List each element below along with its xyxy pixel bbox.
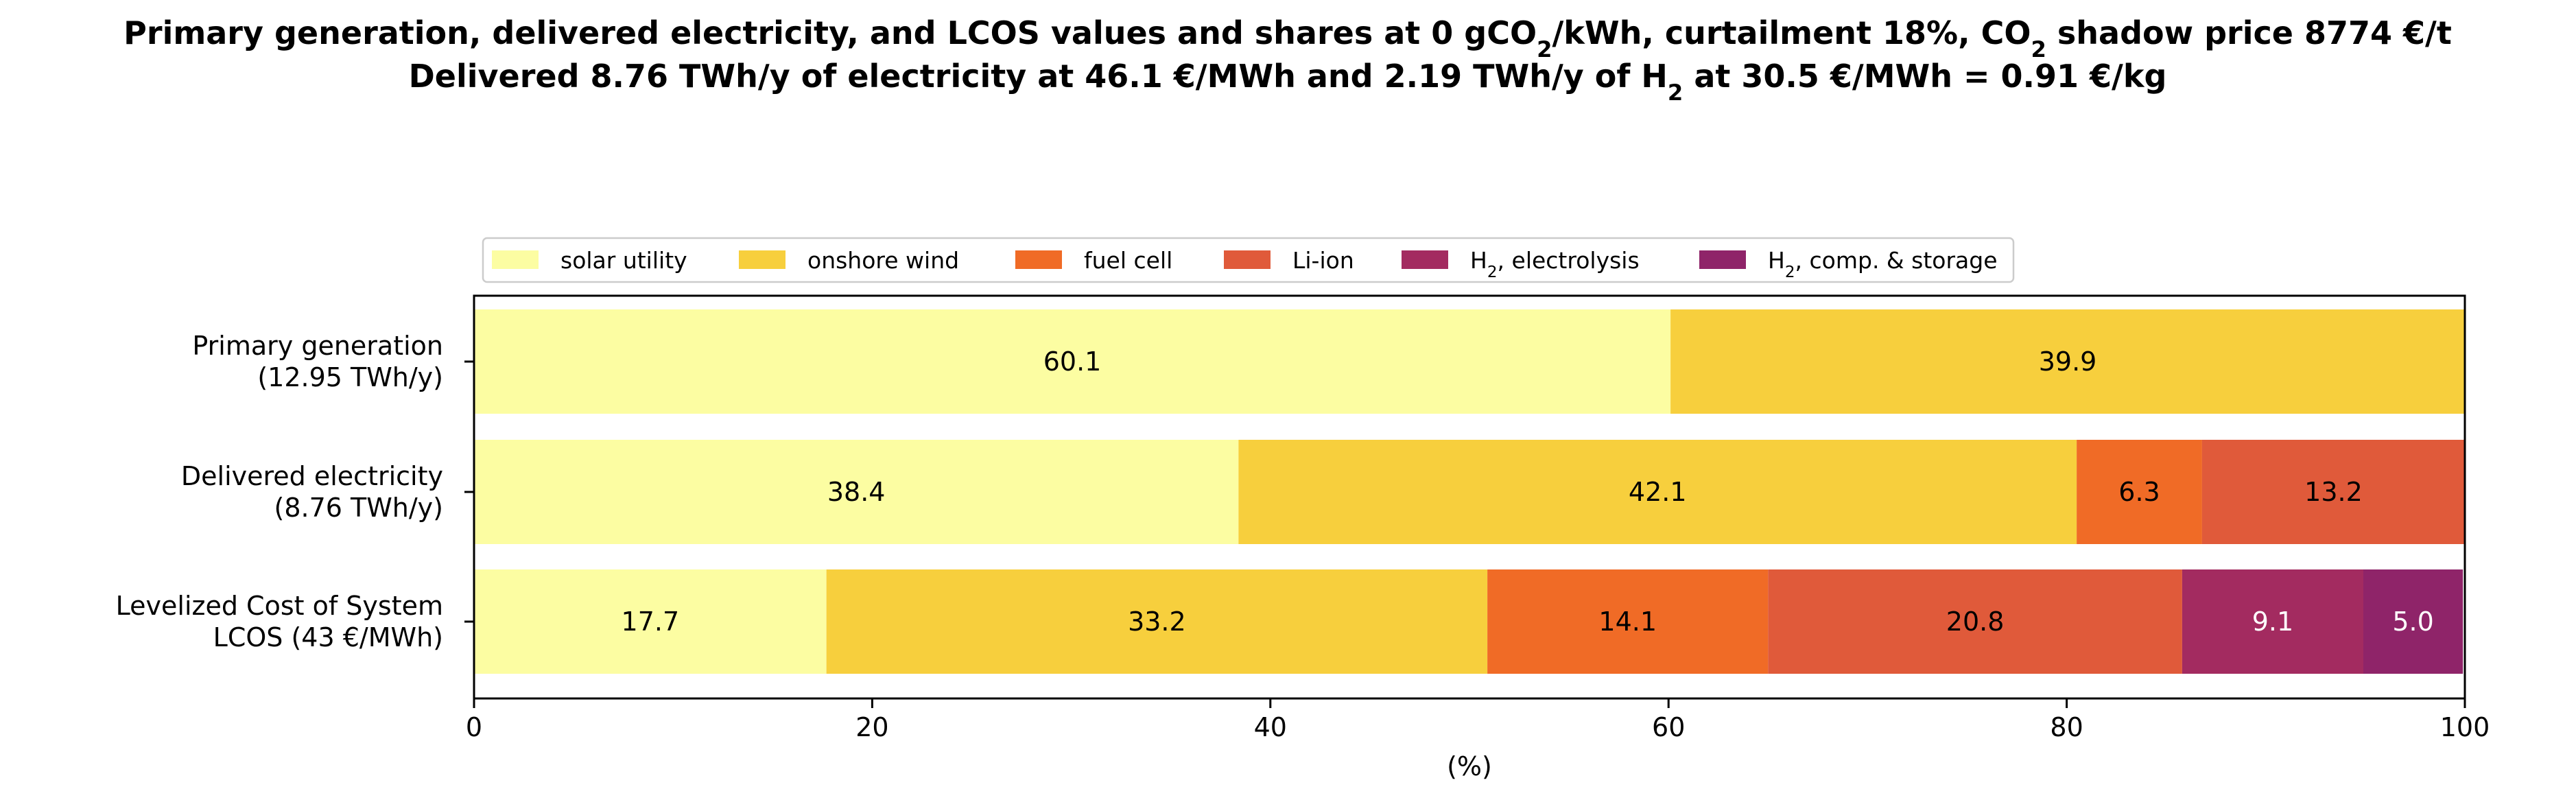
legend-label-part: , electrolysis xyxy=(1498,247,1640,274)
title-line-2: Delivered 8.76 TWh/y of electricity at 4… xyxy=(409,58,2167,106)
title-part: 2 xyxy=(2031,36,2046,62)
title-part: at 30.5 €/MWh = 0.91 €/kg xyxy=(1683,58,2166,95)
bar-value-label: 39.9 xyxy=(2039,346,2097,377)
title-part: 2 xyxy=(1537,36,1552,62)
bar-segment xyxy=(474,569,827,674)
y-tick-label: Levelized Cost of System xyxy=(116,591,443,621)
title-part: /kWh, curtailment 18%, CO xyxy=(1552,14,2031,51)
x-tick-label: 40 xyxy=(1254,712,1287,742)
legend-label-part: H xyxy=(1470,247,1487,274)
legend-swatch xyxy=(1699,250,1746,269)
legend-label: onshore wind xyxy=(807,247,959,274)
chart-title: Primary generation, delivered electricit… xyxy=(123,14,2452,106)
bar-segment xyxy=(2201,440,2465,544)
x-axis-label: (%) xyxy=(1447,751,1492,781)
bar-segment xyxy=(2182,569,2363,674)
legend-label: H2, comp. & storage xyxy=(1768,247,1998,281)
legend-swatch xyxy=(1402,250,1448,269)
y-tick-label-sub: (8.76 TWh/y) xyxy=(274,493,444,523)
legend-label-part: onshore wind xyxy=(807,247,959,274)
legend-label-sub: 2 xyxy=(1785,263,1795,281)
y-tick-label: Delivered electricity xyxy=(181,461,443,491)
bar-value-label: 17.7 xyxy=(622,607,680,637)
bar-labels: 60.1 39.9 38.4 42.1 6.3 13.2 17.7 33.2 14.1 20.8 9… xyxy=(622,346,2434,637)
bar-segment xyxy=(1487,569,1769,674)
title-part: shadow price 8774 €/t xyxy=(2046,14,2452,51)
legend-label-part: solar utility xyxy=(560,247,687,274)
legend-label-part: Li-ion xyxy=(1292,247,1354,274)
bar-segment xyxy=(2077,440,2202,544)
bar-segment xyxy=(474,309,1671,414)
y-tick-label: Primary generation xyxy=(192,331,443,361)
bar-value-label: 60.1 xyxy=(1043,346,1102,377)
bar-segment xyxy=(826,569,1488,674)
legend-swatch xyxy=(492,250,539,269)
x-tick-label: 0 xyxy=(466,712,482,742)
legend-label-part: fuel cell xyxy=(1084,247,1172,274)
legend-label: H2, electrolysis xyxy=(1470,247,1640,281)
x-tick-label: 60 xyxy=(1652,712,1685,742)
legend-label-part: H xyxy=(1768,247,1785,274)
title-part: 2 xyxy=(1668,80,1683,106)
y-axis: Primary generation(12.95 TWh/y) Delivered… xyxy=(116,331,474,652)
legend-swatch xyxy=(1015,250,1062,269)
legend-label: solar utility xyxy=(560,247,687,274)
axes-frame xyxy=(473,294,2466,700)
title-line-1: Primary generation, delivered electricit… xyxy=(123,14,2452,62)
legend-label: fuel cell xyxy=(1084,247,1172,274)
bar-segment xyxy=(1238,440,2077,544)
x-axis: 0 20 40 60 80 100 (%) xyxy=(466,698,2490,781)
bar-value-label: 13.2 xyxy=(2304,477,2363,507)
bar-value-label: 38.4 xyxy=(827,477,886,507)
bar-value-label: 6.3 xyxy=(2118,477,2160,507)
y-tick-label-sub: LCOS (43 €/MWh) xyxy=(213,622,443,652)
legend-swatch xyxy=(739,250,785,269)
bar-value-label: 20.8 xyxy=(1946,607,2005,637)
bar-segment xyxy=(2363,569,2463,674)
y-tick-label-sub: (12.95 TWh/y) xyxy=(257,362,443,392)
bar-value-label: 42.1 xyxy=(1629,477,1687,507)
legend: solar utility onshore wind fuel cell Li-ion… xyxy=(482,237,2015,283)
legend-label-part: , comp. & storage xyxy=(1795,247,1998,274)
title-part: Primary generation, delivered electricit… xyxy=(123,14,1537,51)
legend-label: Li-ion xyxy=(1292,247,1354,274)
x-tick-label: 20 xyxy=(855,712,888,742)
bar-segment xyxy=(1768,569,2182,674)
bars xyxy=(474,309,2465,674)
legend-swatch xyxy=(1224,250,1271,269)
x-tick-label: 100 xyxy=(2440,712,2490,742)
bar-value-label: 5.0 xyxy=(2392,607,2433,637)
title-part: Delivered 8.76 TWh/y of electricity at 4… xyxy=(409,58,1668,95)
bar-segment xyxy=(1670,309,2465,414)
x-tick-label: 80 xyxy=(2050,712,2083,742)
bar-value-label: 33.2 xyxy=(1128,607,1186,637)
bar-value-label: 14.1 xyxy=(1598,607,1657,637)
bar-segment xyxy=(474,440,1239,544)
bar-value-label: 9.1 xyxy=(2252,607,2293,637)
legend-label-sub: 2 xyxy=(1487,263,1498,281)
